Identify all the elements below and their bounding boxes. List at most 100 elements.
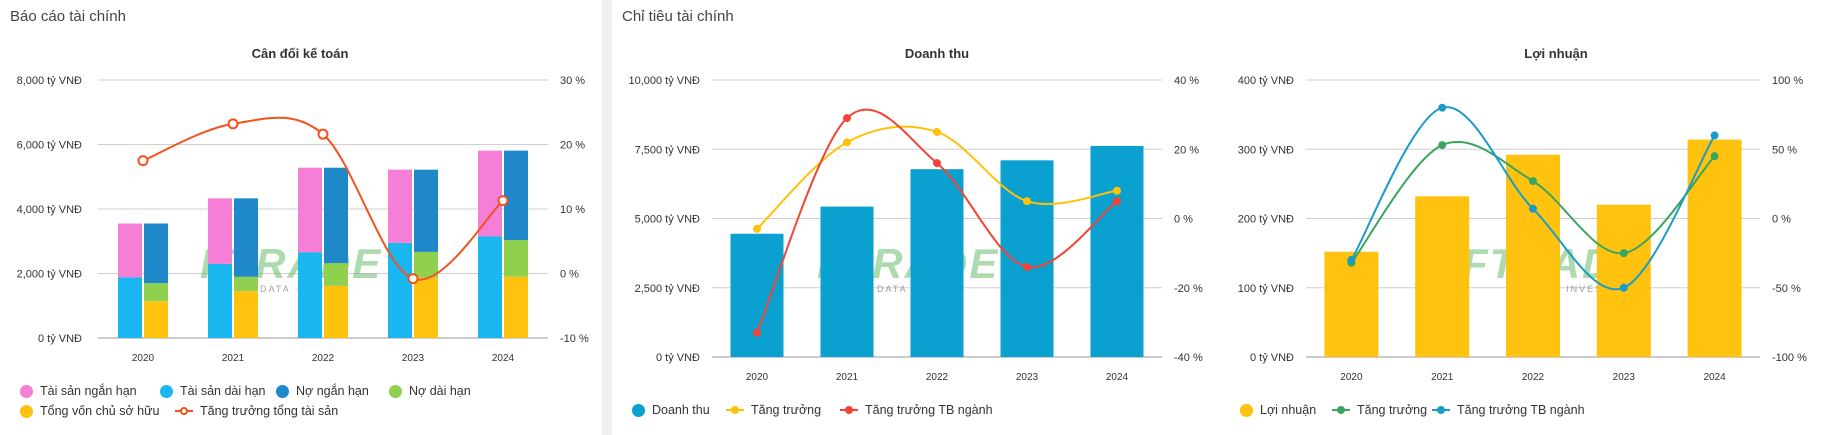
chart-title: Lợi nhuận	[1524, 46, 1587, 61]
chart-title: Cân đối kế toán	[252, 46, 349, 61]
legend-item-doanh-thu[interactable]: Doanh thu	[632, 403, 710, 417]
point-tang-truong	[1710, 152, 1719, 161]
legend-label: Tăng trưởng	[751, 403, 822, 417]
legend-item-tang-truong[interactable]: Tăng trưởng	[726, 403, 821, 417]
bar-tai-san-ngan-han	[118, 223, 142, 278]
legend-item-tai-san-ngan-han[interactable]: Tài sản ngắn hạn	[20, 384, 137, 398]
point-tang-truong	[843, 138, 851, 147]
x-axis-label: 2023	[1016, 372, 1039, 383]
legend-label: Tăng trưởng tổng tài sản	[200, 404, 339, 418]
left-axis-tick: 400 tỷ VNĐ	[1238, 75, 1294, 87]
right-axis-tick: 10 %	[560, 204, 585, 216]
bar-tong-von-chu-so-huu	[414, 277, 438, 338]
bar-tai-san-dai-han	[478, 236, 502, 338]
bar-tai-san-dai-han	[208, 263, 232, 338]
legend-label: Nợ ngắn hạn	[296, 384, 369, 398]
right-axis-tick: 20 %	[1174, 144, 1199, 156]
legend-item-tang-truong-tb-nganh[interactable]: Tăng trưởng TB ngành	[840, 403, 993, 417]
right-axis-tick: -50 %	[1772, 283, 1801, 295]
left-axis-tick: 200 tỷ VNĐ	[1238, 214, 1294, 226]
legend-label: Tăng trưởng	[1357, 403, 1428, 417]
bar-doanh-thu	[820, 206, 874, 357]
legend-swatch-icon	[20, 384, 33, 398]
legend-item-no-dai-han[interactable]: Nợ dài hạn	[389, 384, 471, 398]
point-tang-truong	[933, 127, 941, 136]
legend-line-icon	[726, 404, 744, 416]
left-axis-tick: 6,000 tỷ VNĐ	[17, 140, 82, 152]
x-axis-label: 2021	[1431, 372, 1454, 383]
x-axis-label: 2020	[132, 353, 155, 364]
point-tang-truong-tong-tai-san	[227, 118, 239, 130]
x-axis-label: 2023	[402, 353, 425, 364]
bar-doanh-thu	[1000, 160, 1054, 357]
point-tang-truong-tb-nganh	[1438, 103, 1447, 112]
point-tang-truong	[1023, 197, 1031, 206]
bar-doanh-thu	[910, 169, 964, 357]
left-axis-tick: 4,000 tỷ VNĐ	[17, 204, 82, 216]
bar-tai-san-ngan-han	[208, 198, 232, 264]
legend-item-tang-truong-tong-tai-san[interactable]: Tăng trưởng tổng tài sản	[175, 404, 338, 418]
point-tang-truong-tong-tai-san	[137, 155, 149, 167]
legend-label: Tổng vốn chủ sở hữu	[40, 404, 160, 418]
legend-item-loi-nhuan[interactable]: Lợi nhuận	[1240, 403, 1316, 417]
right-axis-tick: 40 %	[1174, 75, 1199, 87]
legend-swatch-icon	[389, 384, 402, 398]
bar-no-dai-han	[504, 239, 528, 277]
left-axis-tick: 0 tỷ VNĐ	[38, 333, 82, 345]
bar-loi-nhuan	[1506, 154, 1560, 357]
bar-tong-von-chu-so-huu	[234, 291, 258, 338]
right-axis-tick: -100 %	[1772, 352, 1807, 364]
point-tang-truong	[1438, 141, 1447, 150]
legend-label: Lợi nhuận	[1260, 403, 1317, 417]
bar-tai-san-ngan-han	[478, 150, 502, 237]
right-axis-tick: 0 %	[1772, 214, 1791, 226]
bar-no-dai-han	[234, 276, 258, 292]
point-tang-truong	[1619, 249, 1628, 258]
right-axis-tick: 20 %	[560, 140, 585, 152]
line-tang-truong-tb-nganh	[756, 108, 1118, 334]
chart-title: Doanh thu	[905, 46, 969, 61]
legend-item-tai-san-dai-han[interactable]: Tài sản dài hạn	[160, 384, 265, 398]
legend-line-icon	[175, 405, 193, 417]
bar-no-ngan-han	[144, 223, 168, 284]
point-tang-truong-tb-nganh	[933, 159, 941, 168]
bar-no-ngan-han	[234, 198, 258, 277]
x-axis-label: 2024	[492, 353, 515, 364]
bar-loi-nhuan	[1415, 196, 1470, 357]
left-axis-tick: 0 tỷ VNĐ	[656, 352, 700, 364]
legend-line-icon	[840, 404, 858, 416]
point-tang-truong-tb-nganh	[1710, 131, 1719, 140]
financial-report-title: Báo cáo tài chính	[10, 8, 126, 25]
left-axis-tick: 7,500 tỷ VNĐ	[635, 144, 700, 156]
left-axis-tick: 2,000 tỷ VNĐ	[17, 269, 82, 281]
x-axis-label: 2020	[1340, 372, 1363, 383]
x-axis-label: 2021	[836, 372, 859, 383]
legend-swatch-icon	[276, 384, 289, 398]
financial-indicators-title: Chỉ tiêu tài chính	[622, 8, 734, 25]
bar-tong-von-chu-so-huu	[324, 285, 348, 338]
financial-indicators-panel: Chỉ tiêu tài chính Doanh thu 0 tỷ VNĐ -40 …	[612, 0, 1830, 435]
point-tang-truong-tb-nganh	[1619, 283, 1628, 292]
legend-item-tang-truong-tb-nganh[interactable]: Tăng trưởng TB ngành	[1432, 403, 1585, 417]
legend-label: Tăng trưởng TB ngành	[865, 403, 993, 417]
point-tang-truong	[1529, 177, 1537, 186]
legend-label: Doanh thu	[652, 403, 710, 417]
point-tang-truong-tb-nganh	[843, 114, 851, 123]
bar-loi-nhuan	[1324, 251, 1379, 357]
bar-doanh-thu	[1090, 145, 1144, 357]
legend-item-no-ngan-han[interactable]: Nợ ngắn hạn	[276, 384, 369, 398]
right-axis-tick: 0 %	[1174, 214, 1193, 226]
right-axis-tick: 0 %	[560, 269, 579, 281]
legend-item-tang-truong[interactable]: Tăng trưởng	[1332, 403, 1427, 417]
right-axis-tick: 100 %	[1772, 75, 1803, 87]
left-axis-tick: 100 tỷ VNĐ	[1238, 283, 1294, 295]
x-axis-label: 2022	[312, 353, 335, 364]
bar-tai-san-dai-han	[298, 252, 322, 338]
legend-line-icon	[1432, 404, 1450, 416]
legend-item-tong-von-chu-so-huu[interactable]: Tổng vốn chủ sở hữu	[20, 404, 159, 418]
bar-no-dai-han	[144, 283, 168, 302]
legend-label: Tài sản ngắn hạn	[40, 384, 137, 398]
watermark-tagline: DATA · INVEST	[1522, 284, 1611, 294]
left-axis-tick: 2,500 tỷ VNĐ	[635, 283, 700, 295]
right-axis-tick: 50 %	[1772, 144, 1797, 156]
